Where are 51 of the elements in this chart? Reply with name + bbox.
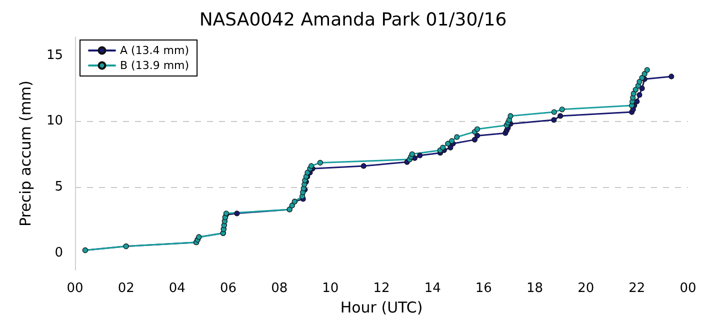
legend-label: A (13.4 mm) <box>120 44 190 57</box>
y-tick-label: 10 <box>46 114 63 129</box>
point <box>636 78 642 85</box>
point <box>630 90 636 96</box>
point <box>508 113 514 119</box>
point <box>417 152 423 158</box>
x-tick-label: 16 <box>475 281 492 296</box>
x-tick-label: 14 <box>424 281 441 296</box>
point <box>551 117 557 123</box>
point <box>557 113 564 119</box>
point <box>639 86 645 92</box>
x-tick-label: 02 <box>118 281 134 296</box>
point <box>474 126 480 132</box>
point <box>644 67 650 73</box>
chart-title: NASA0042 Amanda Park 01/30/16 <box>199 10 507 30</box>
point <box>234 210 240 216</box>
point <box>559 106 565 112</box>
point <box>639 75 645 81</box>
point <box>308 163 314 169</box>
point <box>445 140 451 146</box>
x-tick-label: 04 <box>168 281 186 296</box>
point <box>474 132 480 139</box>
x-tick-label: 06 <box>220 281 237 296</box>
x-tick-label: 22 <box>628 281 646 296</box>
x-axis-title: Hour (UTC) <box>340 298 423 316</box>
point <box>317 160 323 166</box>
x-tick-label: 00 <box>66 281 84 296</box>
x-tick-label: 18 <box>526 281 544 296</box>
point <box>472 136 478 142</box>
point <box>304 170 310 176</box>
point <box>634 98 640 104</box>
point <box>440 144 446 150</box>
y-tick-label: 5 <box>54 180 63 195</box>
point <box>551 109 557 115</box>
point <box>448 138 455 144</box>
y-tick-label: 0 <box>54 245 63 260</box>
point <box>454 134 460 140</box>
point <box>642 71 648 77</box>
point <box>668 74 674 80</box>
x-tick-label: 10 <box>322 281 339 296</box>
point <box>632 86 638 92</box>
x-tick-label: 08 <box>271 281 288 296</box>
y-tick-label: 15 <box>46 48 63 63</box>
y-axis-title: Precip accum (mm) <box>16 80 34 227</box>
point <box>360 163 366 169</box>
point <box>636 92 642 98</box>
legend-label: B (13.9 mm) <box>120 59 190 72</box>
point <box>409 151 415 157</box>
x-tick-label: 12 <box>373 281 390 296</box>
x-tick-label: 00 <box>680 281 696 296</box>
x-tick-label: 20 <box>578 281 594 296</box>
